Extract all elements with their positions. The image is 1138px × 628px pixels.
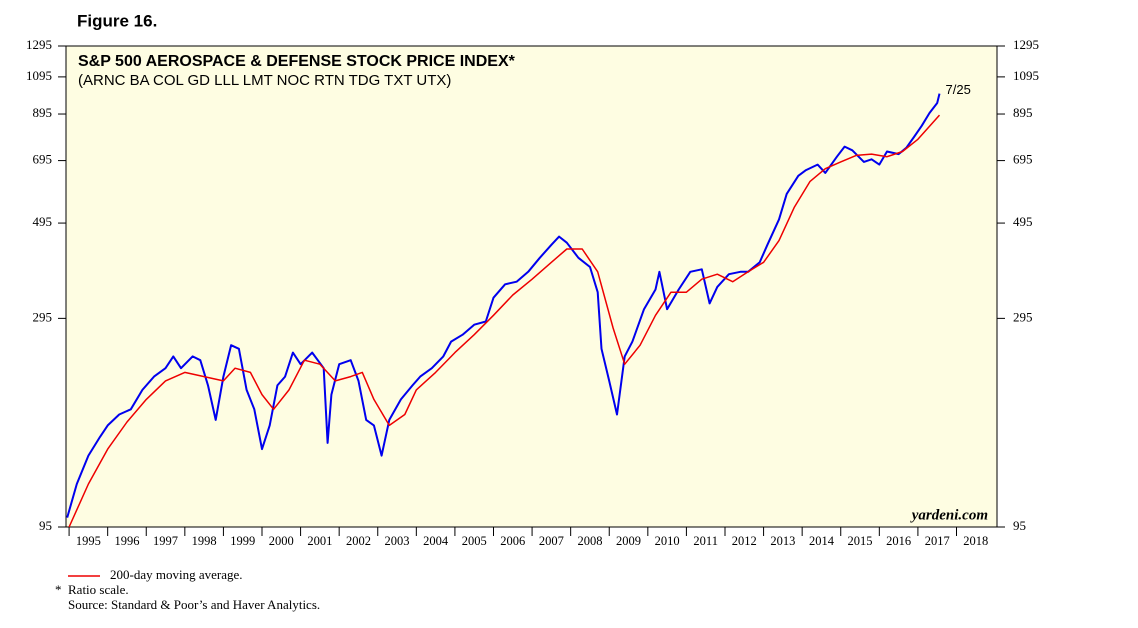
x-tick-label: 2014 (809, 534, 835, 548)
y-tick-label-left: 1295 (26, 37, 52, 52)
x-tick-label: 2013 (770, 534, 795, 548)
x-tick-label: 2008 (577, 534, 602, 548)
x-tick-label: 2001 (307, 534, 332, 548)
x-tick-label: 2005 (462, 534, 487, 548)
x-tick-label: 2009 (616, 534, 641, 548)
note-scale: Ratio scale. (68, 582, 129, 597)
y-tick-label-right: 1095 (1013, 68, 1039, 83)
x-tick-label: 2002 (346, 534, 371, 548)
y-tick-label-right: 1295 (1013, 37, 1039, 52)
chart-subtitle: (ARNC BA COL GD LLL LMT NOC RTN TDG TXT … (78, 72, 451, 89)
x-tick-label: 2012 (732, 534, 757, 548)
x-tick-label: 1996 (114, 534, 139, 548)
series-line (66, 93, 941, 518)
x-tick-label: 2000 (269, 534, 294, 548)
x-tick-label: 2004 (423, 534, 449, 548)
y-tick-label-left: 295 (33, 309, 53, 324)
end-date-label: 7/25 (946, 82, 971, 97)
y-tick-label-right: 95 (1013, 518, 1026, 533)
y-tick-label-left: 895 (33, 105, 53, 120)
y-tick-label-left: 95 (39, 518, 52, 533)
chart-title: S&P 500 AEROSPACE & DEFENSE STOCK PRICE … (78, 53, 516, 70)
x-tick-label: 1998 (192, 534, 217, 548)
x-tick-label: 1995 (76, 534, 101, 548)
y-tick-label-right: 295 (1013, 309, 1033, 324)
plot-area (65, 45, 998, 528)
x-tick-label: 2015 (848, 534, 873, 548)
y-tick-label-right: 695 (1013, 152, 1033, 167)
x-tick-label: 1999 (230, 534, 255, 548)
source-watermark: yardeni.com (910, 507, 988, 523)
note-source: Source: Standard & Poor’s and Haver Anal… (68, 597, 320, 612)
x-tick-label: 2018 (963, 534, 988, 548)
note-star: * (55, 582, 62, 597)
y-tick-label-left: 495 (33, 214, 53, 229)
y-tick-label-right: 495 (1013, 214, 1033, 229)
x-tick-label: 2016 (886, 534, 911, 548)
y-tick-label-right: 895 (1013, 105, 1033, 120)
x-tick-label: 1997 (153, 534, 178, 548)
x-tick-label: 2003 (385, 534, 410, 548)
y-tick-label-left: 695 (33, 152, 53, 167)
x-tick-label: 2006 (500, 534, 525, 548)
figure-label: Figure 16. (77, 11, 157, 30)
x-tick-label: 2007 (539, 534, 564, 548)
x-tick-label: 2017 (925, 534, 950, 548)
series-line (68, 114, 941, 528)
legend-label: 200-day moving average. (110, 567, 242, 582)
x-tick-label: 2010 (655, 534, 680, 548)
y-tick-label-left: 1095 (26, 68, 52, 83)
x-tick-label: 2011 (693, 534, 718, 548)
